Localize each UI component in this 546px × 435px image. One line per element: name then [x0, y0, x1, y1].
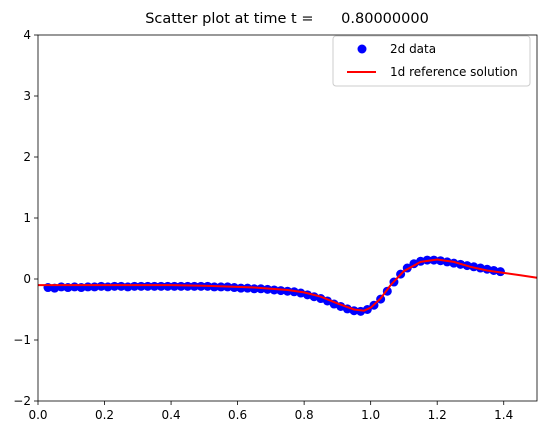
y-tick-label: 1: [23, 211, 31, 225]
legend-marker-2d-data: [357, 44, 367, 54]
scatter-point: [163, 281, 173, 291]
y-tick-label: 2: [23, 150, 31, 164]
scatter-point: [110, 281, 120, 291]
y-tick-label: −2: [13, 394, 31, 408]
legend: 2d data 1d reference solution: [332, 35, 531, 87]
scatter-point: [236, 283, 246, 293]
y-tick-label: 0: [23, 272, 31, 286]
x-tick-label: 1.4: [494, 408, 513, 422]
x-tick-label: 0.2: [95, 408, 114, 422]
legend-label-reference: 1d reference solution: [390, 65, 518, 79]
scatter-point: [169, 281, 179, 291]
scatter-point: [136, 281, 146, 291]
x-tick-label: 0.4: [162, 408, 181, 422]
scatter-point: [96, 281, 106, 291]
y-tick-label: 4: [23, 28, 31, 42]
scatter-point: [176, 281, 186, 291]
y-tick-label: 3: [23, 89, 31, 103]
scatter-point: [129, 281, 139, 291]
chart-title: Scatter plot at time t = 0.80000000: [145, 11, 429, 27]
scatter-point: [149, 281, 159, 291]
scatter-point: [143, 281, 153, 291]
x-tick-label: 0.8: [295, 408, 314, 422]
scatter-point: [276, 286, 286, 296]
y-tick-label: −1: [13, 333, 31, 347]
scatter-point: [116, 281, 126, 291]
x-tick-label: 0.6: [228, 408, 247, 422]
reference-solution-line: [38, 258, 538, 312]
x-tick-label: 0.0: [28, 408, 47, 422]
x-tick-label: 1.2: [428, 408, 447, 422]
legend-frame: [332, 35, 531, 87]
scatter-point: [156, 281, 166, 291]
axes-frame: [37, 34, 538, 402]
x-tick-label: 1.0: [361, 408, 380, 422]
legend-label-2d-data: 2d data: [390, 42, 436, 56]
